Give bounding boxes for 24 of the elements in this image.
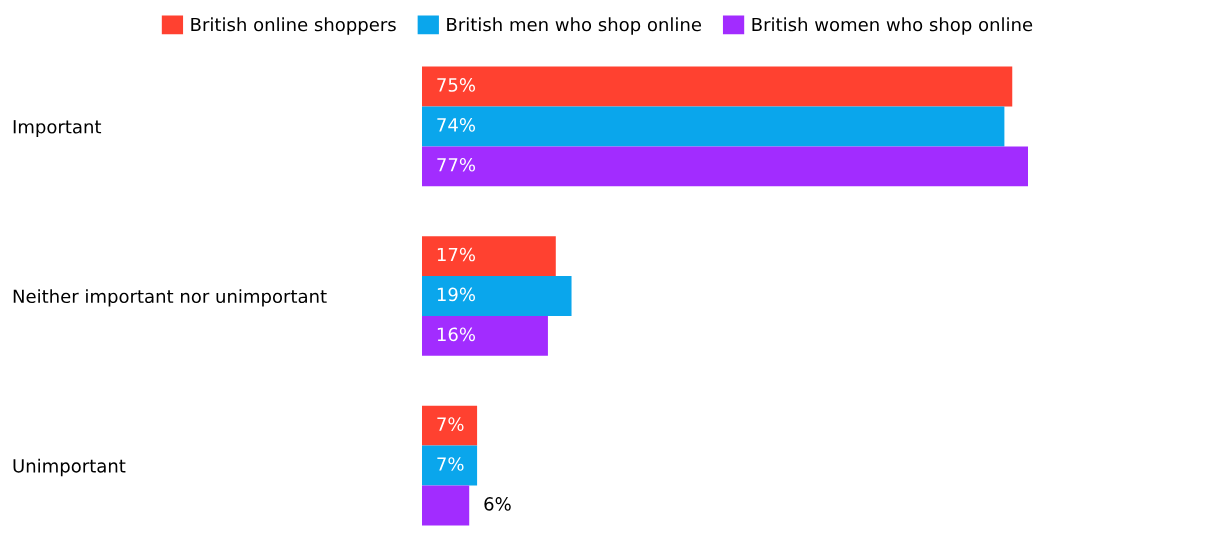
data-label: 74% — [437, 118, 476, 132]
data-label: 75% — [437, 78, 476, 92]
y-tick-label: Important — [13, 120, 102, 138]
data-label: 19% — [437, 287, 476, 302]
data-label: 77% — [437, 157, 476, 172]
data-label: 17% — [437, 247, 476, 262]
legend-label: British men who shop online — [447, 17, 702, 35]
bar — [422, 106, 1005, 147]
y-tick-label: Unimportant — [13, 458, 126, 477]
bar — [422, 485, 470, 526]
bar — [422, 315, 548, 356]
bar — [422, 236, 556, 277]
bar — [422, 66, 1013, 107]
data-label: 6% — [484, 497, 511, 511]
bar — [422, 276, 572, 316]
data-label: 16% — [437, 327, 476, 342]
data-label: 7% — [437, 457, 464, 471]
bar — [422, 405, 478, 446]
bar — [422, 445, 478, 486]
legend-label: British online shoppers — [191, 17, 396, 35]
bar — [422, 146, 1028, 187]
legend-label: British women who shop online — [752, 17, 1033, 35]
y-tick-label: Neither important nor unimportant — [13, 289, 327, 307]
data-label: 7% — [437, 417, 464, 431]
